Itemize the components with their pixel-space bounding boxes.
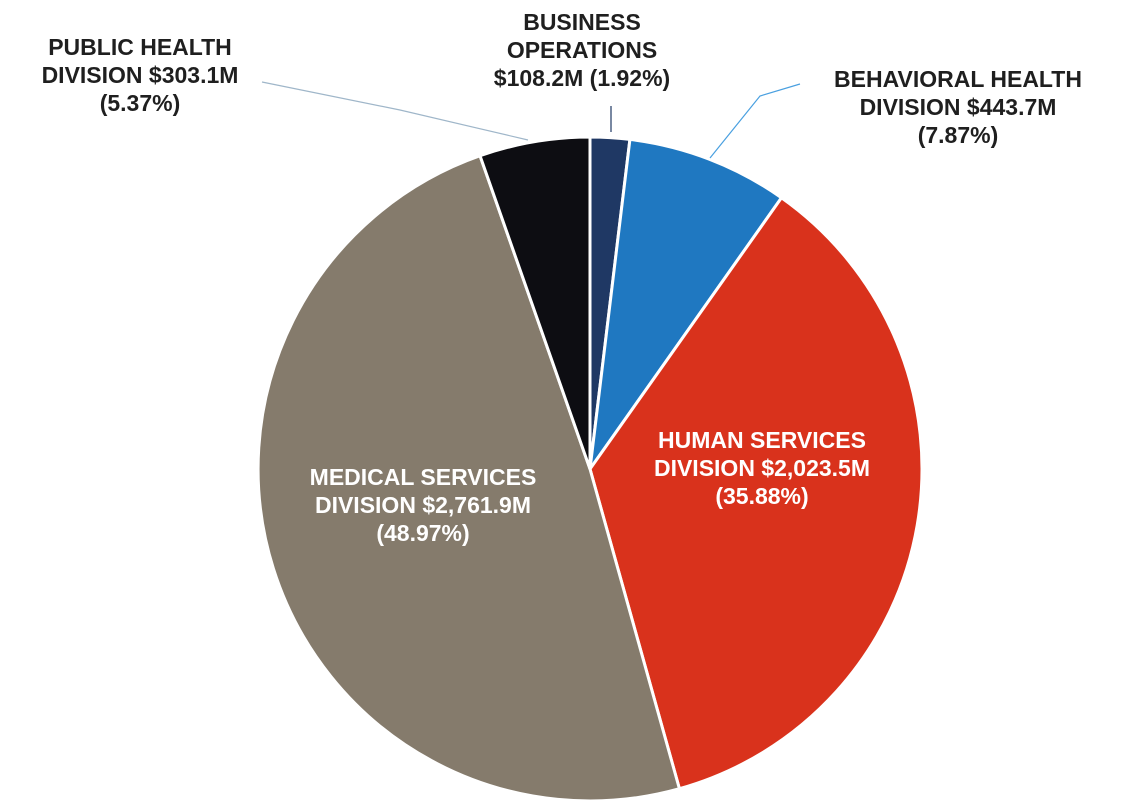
leader-line-behavioral-health-division — [709, 83, 801, 159]
pie-slice-behavioral-health-division — [588, 137, 783, 471]
pie-slice-medical-services-division — [256, 154, 681, 803]
slice-label-behavioral-health-division: BEHAVIORAL HEALTH DIVISION $443.7M (7.87%) — [834, 66, 1082, 148]
slice-label-line: HUMAN SERVICES — [658, 427, 866, 453]
slice-label-business-operations: BUSINESS OPERATIONS $108.2M (1.92%) — [494, 9, 670, 91]
slice-label-line: (35.88%) — [715, 483, 808, 509]
slice-label-line: (48.97%) — [376, 520, 469, 546]
pie-slice-human-services-division — [588, 196, 924, 791]
pie-slices — [256, 135, 924, 803]
slice-label-public-health-division: PUBLIC HEALTH DIVISION $303.1M (5.37%) — [42, 34, 239, 116]
slice-label-line: MEDICAL SERVICES — [310, 464, 537, 490]
leader-lines — [261, 81, 801, 159]
slice-label-line: PUBLIC HEALTH — [48, 34, 232, 60]
slice-label-line: DIVISION $2,761.9M — [315, 492, 531, 518]
slice-label-line: BUSINESS — [523, 9, 641, 35]
slice-labels: BUSINESS OPERATIONS $108.2M (1.92%) BEHAVIO… — [42, 9, 1082, 546]
slice-label-line: BEHAVIORAL HEALTH — [834, 66, 1082, 92]
slice-label-line: $108.2M (1.92%) — [494, 65, 670, 91]
slice-label-medical-services-division: MEDICAL SERVICES DIVISION $2,761.9M (48.97… — [310, 464, 537, 546]
slice-label-line: DIVISION $443.7M — [860, 94, 1057, 120]
leader-line-public-health-division — [261, 81, 529, 141]
pie-slice-public-health-division — [478, 135, 592, 471]
slice-label-line: (7.87%) — [918, 122, 999, 148]
slice-label-line: DIVISION $303.1M — [42, 62, 239, 88]
slice-label-line: DIVISION $2,023.5M — [654, 455, 870, 481]
slice-label-line: (5.37%) — [100, 90, 181, 116]
slice-label-line: OPERATIONS — [507, 37, 657, 63]
slice-label-human-services-division: HUMAN SERVICES DIVISION $2,023.5M (35.88%) — [654, 427, 870, 509]
